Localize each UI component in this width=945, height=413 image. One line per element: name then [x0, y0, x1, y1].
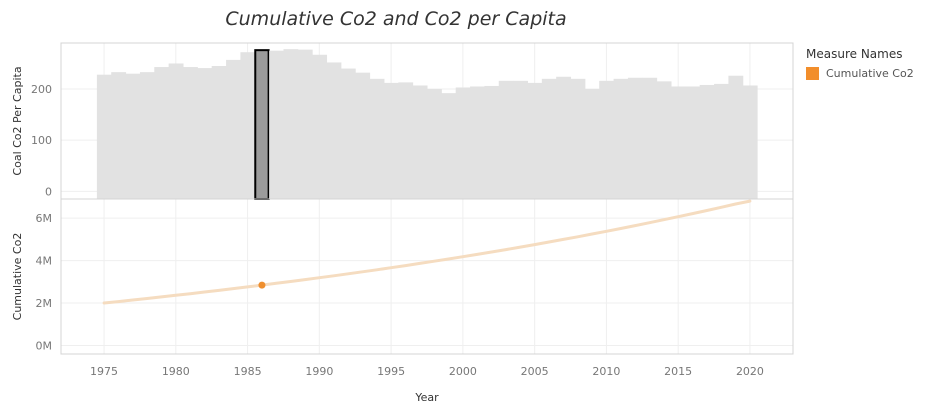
bar[interactable] [527, 82, 543, 199]
cumulative-line[interactable] [102, 199, 752, 305]
bar[interactable] [383, 82, 399, 199]
y-tick-label-top: 200 [31, 83, 52, 96]
legend: Measure Names Cumulative Co2 [806, 47, 914, 80]
x-tick-label: 2005 [521, 365, 549, 378]
bar[interactable] [656, 81, 672, 199]
bar[interactable] [642, 77, 658, 199]
bar[interactable] [183, 67, 198, 200]
bar[interactable] [470, 86, 485, 199]
bar[interactable] [699, 84, 715, 199]
y-tick-label-top: 100 [31, 134, 52, 147]
bar[interactable] [599, 80, 615, 199]
bar[interactable] [484, 85, 500, 199]
line-series[interactable] [102, 199, 752, 305]
bar[interactable] [427, 89, 442, 199]
x-axis-title: Year [414, 391, 439, 404]
bottom-panel-frame [60, 198, 794, 355]
bar[interactable] [139, 72, 155, 199]
x-tick-label: 2020 [736, 365, 764, 378]
bar[interactable] [197, 68, 213, 200]
bar[interactable] [96, 74, 112, 199]
x-tick-label: 1995 [377, 365, 405, 378]
legend-title: Measure Names [806, 47, 903, 61]
x-tick-label: 2015 [664, 365, 692, 378]
bar[interactable] [498, 80, 514, 199]
bar-series[interactable] [96, 49, 758, 200]
bar[interactable] [685, 86, 701, 199]
bar[interactable] [240, 52, 256, 199]
legend-label: Cumulative Co2 [826, 67, 914, 80]
bar[interactable] [613, 78, 629, 199]
x-tick-label: 1990 [305, 365, 333, 378]
legend-swatch [806, 67, 819, 80]
chart-title: Cumulative Co2 and Co2 per Capita [225, 8, 567, 30]
y-tick-label-bottom: 2M [36, 297, 53, 310]
bar[interactable] [211, 66, 227, 200]
bar[interactable] [340, 68, 356, 200]
bar[interactable] [398, 82, 414, 199]
bar[interactable] [412, 85, 428, 199]
axes: 0 100 200 0M 2M 4M 6M 1975 1980 1985 1990 1995 2000 2… [31, 83, 764, 378]
bar[interactable] [441, 93, 457, 199]
x-tick-label: 1985 [234, 365, 262, 378]
y-tick-label-bottom: 4M [36, 255, 53, 268]
bar[interactable] [714, 83, 729, 199]
bar[interactable] [111, 72, 127, 199]
bar[interactable] [556, 76, 572, 199]
bar[interactable] [326, 62, 342, 199]
y-axis-title-bottom: Cumulative Co2 [11, 233, 24, 321]
y-tick-label-bottom: 0M [36, 340, 53, 353]
bar[interactable] [627, 77, 643, 199]
bar-highlighted[interactable] [254, 49, 270, 200]
bar[interactable] [671, 86, 686, 199]
x-tick-label: 2010 [592, 365, 620, 378]
bar[interactable] [168, 63, 184, 199]
bar[interactable] [297, 49, 313, 199]
x-tick-label: 1980 [162, 365, 190, 378]
bar[interactable] [369, 78, 385, 199]
bar[interactable] [570, 78, 586, 199]
legend-item[interactable]: Cumulative Co2 [806, 67, 914, 80]
bar[interactable] [541, 78, 557, 199]
bar[interactable] [283, 49, 299, 199]
bar[interactable] [742, 85, 758, 199]
y-tick-label-top: 0 [45, 185, 52, 198]
y-tick-label-bottom: 6M [36, 212, 53, 225]
highlight-point[interactable] [258, 281, 266, 289]
bar[interactable] [312, 54, 328, 200]
bar[interactable] [584, 89, 600, 199]
bar[interactable] [154, 67, 170, 200]
bar[interactable] [269, 50, 284, 199]
bar[interactable] [455, 87, 471, 199]
x-tick-label: 1975 [90, 365, 118, 378]
bar[interactable] [513, 80, 528, 199]
bar[interactable] [728, 75, 744, 199]
y-axis-title-top: Coal Co2 Per Capita [11, 66, 24, 175]
bar[interactable] [226, 59, 241, 199]
panel-frames [60, 42, 794, 355]
bar[interactable] [125, 73, 141, 199]
x-tick-label: 2000 [449, 365, 477, 378]
bar[interactable] [355, 72, 371, 199]
